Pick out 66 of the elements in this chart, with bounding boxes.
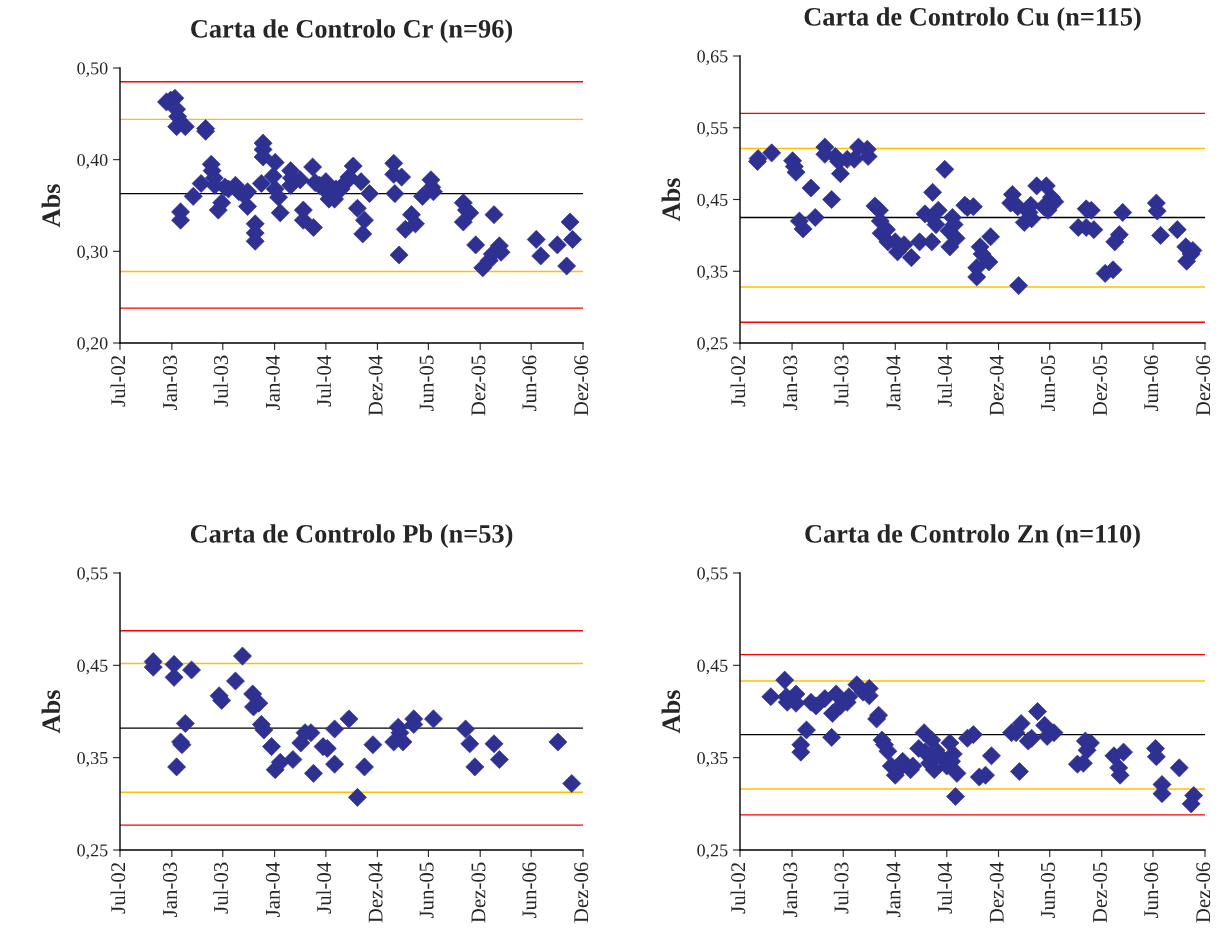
x-tick-label: Jun-06 — [522, 862, 537, 919]
x-tick-label: Jun-06 — [1144, 862, 1159, 919]
x-tick-label: Dez-04 — [989, 355, 1004, 416]
x-tick-label: Jul-03 — [213, 862, 229, 914]
y-tick-label: 0,25 — [697, 337, 728, 353]
chart-title: Carta de Controlo Zn (n=110) — [805, 524, 1140, 549]
x-tick-label: Jul-03 — [833, 355, 849, 407]
x-tick-label: Dez-04 — [368, 862, 383, 923]
y-tick-label: 0,30 — [77, 245, 108, 261]
x-tick-label: Dez-04 — [368, 355, 383, 416]
x-tick-label: Jan-03 — [162, 862, 178, 917]
x-tick-label: Dez-06 — [1196, 355, 1211, 416]
y-axis-title: Abs — [661, 690, 681, 734]
x-tick-label: Jul-02 — [110, 862, 126, 914]
x-tick-label: Jul-04 — [316, 355, 332, 407]
y-tick-label: 0,65 — [697, 50, 728, 66]
x-tick-label: Jul-02 — [730, 355, 746, 407]
x-tick-label: Jul-04 — [937, 355, 952, 407]
x-tick-label: Dez-05 — [471, 862, 486, 923]
x-tick-label: Dez-06 — [1196, 862, 1211, 923]
x-tick-label: Jun-05 — [1040, 862, 1055, 919]
x-tick-label: Jan-03 — [162, 355, 178, 410]
y-axis-title: Abs — [41, 184, 61, 228]
x-tick-label: Jan-03 — [783, 355, 798, 410]
y-tick-label: 0,55 — [697, 122, 728, 137]
y-axis-title: Abs — [41, 690, 61, 734]
y-tick-label: 0,50 — [77, 62, 108, 78]
x-tick-label: Jul-03 — [833, 862, 849, 914]
y-tick-label: 0,55 — [697, 567, 728, 583]
point — [548, 732, 568, 752]
x-tick-label: Dez-04 — [989, 862, 1004, 923]
y-tick-label: 0,45 — [77, 659, 108, 675]
x-tick-label: Jul-04 — [316, 862, 332, 914]
chart-title: Carta de Controlo Pb (n=53) — [190, 524, 513, 549]
x-tick-label: Jan-04 — [886, 355, 901, 410]
x-tick-label: Jan-04 — [265, 862, 280, 917]
y-tick-label: 0,45 — [697, 193, 728, 209]
x-tick-label: Jul-02 — [110, 355, 126, 407]
x-tick-label: Dez-05 — [1092, 862, 1107, 923]
x-tick-label: Jul-03 — [213, 355, 229, 407]
y-axis-title: Abs — [661, 178, 681, 222]
x-tick-label: Jun-06 — [1144, 355, 1159, 412]
x-tick-label: Dez-06 — [574, 355, 589, 416]
y-tick-label: 0,40 — [77, 153, 108, 169]
x-tick-label: Jan-04 — [886, 862, 901, 917]
x-tick-label: Jun-05 — [419, 355, 434, 412]
y-tick-label: 0,45 — [697, 659, 728, 675]
y-tick-label: 0,55 — [77, 567, 108, 583]
x-tick-label: Jun-05 — [419, 862, 434, 919]
chart-title: Carta de Controlo Cr (n=96) — [191, 19, 513, 44]
x-tick-label: Dez-05 — [471, 355, 486, 416]
y-tick-label: 0,20 — [77, 337, 108, 353]
y-tick-label: 0,35 — [697, 265, 728, 281]
x-tick-label: Jul-02 — [730, 862, 746, 914]
y-tick-label: 0,25 — [77, 844, 108, 860]
x-tick-label: Dez-05 — [1092, 355, 1107, 416]
x-tick-label: Jul-04 — [937, 862, 952, 914]
chart-title: Carta de Controlo Cu (n=115) — [804, 7, 1141, 32]
y-tick-label: 0,35 — [77, 751, 108, 767]
x-tick-label: Jan-03 — [783, 862, 798, 917]
x-tick-label: Jun-06 — [522, 355, 537, 412]
x-tick-label: Jan-04 — [265, 355, 280, 410]
y-tick-label: 0,25 — [697, 844, 728, 860]
x-tick-label: Jun-05 — [1040, 355, 1055, 412]
y-tick-label: 0,35 — [697, 751, 728, 767]
x-tick-label: Dez-06 — [574, 862, 589, 923]
